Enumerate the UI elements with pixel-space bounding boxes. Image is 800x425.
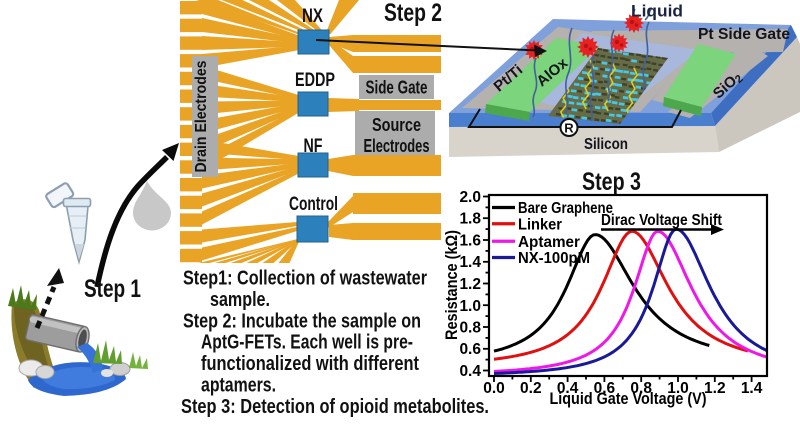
svg-text:NX: NX	[302, 6, 323, 27]
svg-text:0.6: 0.6	[594, 380, 616, 397]
svg-text:aptamers.: aptamers.	[201, 375, 276, 397]
svg-text:1.4: 1.4	[459, 254, 481, 271]
svg-text:Bare Graphene: Bare Graphene	[518, 200, 613, 217]
svg-text:R: R	[564, 121, 574, 136]
svg-text:EDDP: EDDP	[295, 70, 335, 91]
svg-text:Electrodes: Electrodes	[364, 136, 430, 156]
svg-text:0.4: 0.4	[557, 380, 579, 397]
svg-text:0.8: 0.8	[630, 380, 652, 397]
svg-text:Pt Side Gate: Pt Side Gate	[698, 26, 790, 43]
svg-text:NF: NF	[304, 136, 323, 157]
svg-text:AptG-FETs. Each well is pre-: AptG-FETs. Each well is pre-	[201, 332, 413, 354]
svg-text:Aptamer: Aptamer	[518, 234, 580, 251]
svg-text:Step 3: Step 3	[582, 168, 641, 196]
svg-text:Drain Electrodes: Drain Electrodes	[193, 60, 210, 172]
svg-text:1.0: 1.0	[667, 380, 689, 397]
svg-text:Step 2: Incubate the sample on: Step 2: Incubate the sample on	[183, 310, 421, 332]
svg-text:Liquid: Liquid	[631, 2, 683, 21]
svg-text:Control: Control	[289, 194, 338, 215]
svg-text:1.8: 1.8	[459, 211, 481, 228]
svg-text:sample.: sample.	[210, 289, 270, 311]
svg-text:Step 1: Step 1	[84, 275, 141, 303]
svg-text:Step 2: Step 2	[384, 0, 442, 27]
svg-text:Resistance (kΩ): Resistance (kΩ)	[443, 230, 461, 340]
svg-text:0.6: 0.6	[459, 341, 481, 358]
svg-text:1.6: 1.6	[459, 233, 481, 250]
svg-text:Silicon: Silicon	[584, 136, 628, 153]
svg-text:0.4: 0.4	[459, 363, 481, 380]
svg-text:1.2: 1.2	[704, 380, 726, 397]
svg-text:NX-100pM: NX-100pM	[518, 250, 590, 267]
svg-text:1.0: 1.0	[459, 298, 481, 315]
svg-text:Linker: Linker	[518, 216, 562, 233]
svg-text:0.8: 0.8	[459, 320, 481, 337]
svg-text:1.2: 1.2	[459, 276, 481, 293]
svg-text:2.0: 2.0	[459, 189, 481, 206]
svg-text:Liquid Gate Voltage (V): Liquid Gate Voltage (V)	[550, 390, 707, 408]
svg-text:Source: Source	[372, 115, 421, 135]
svg-text:Dirac Voltage Shift: Dirac Voltage Shift	[601, 212, 722, 229]
svg-text:Side Gate: Side Gate	[366, 78, 428, 98]
svg-text:1.4: 1.4	[741, 380, 763, 397]
svg-text:0.0: 0.0	[483, 380, 505, 397]
svg-text:Step1: Collection of wastewate: Step1: Collection of wastewater	[183, 268, 427, 290]
svg-text:functionalized with different: functionalized with different	[201, 353, 419, 375]
svg-text:Step 3: Detection of opioid me: Step 3: Detection of opioid metabolites.	[181, 396, 489, 418]
svg-text:0.2: 0.2	[520, 380, 542, 397]
